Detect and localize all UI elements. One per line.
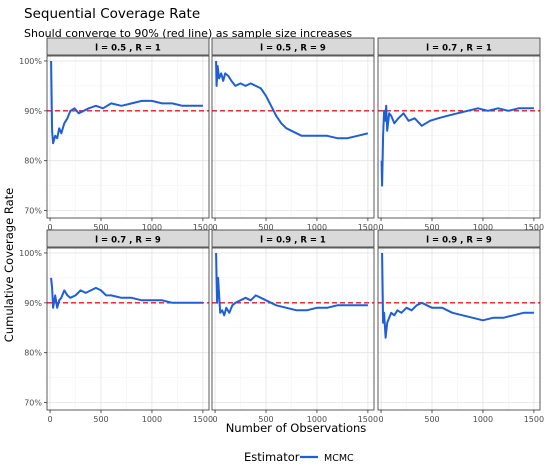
- panel-background: [212, 56, 374, 218]
- y-tick-label: 90%: [24, 107, 42, 116]
- facet-strip: [377, 229, 541, 248]
- facet-panel-3: l = 0.7 , R = 1 0 500 1000 1500: [377, 37, 544, 232]
- panel-background: [47, 56, 209, 218]
- x-tick-label: 0: [48, 223, 53, 232]
- legend-title: Estimator: [244, 450, 300, 464]
- y-tick-label: 90%: [24, 299, 42, 308]
- y-tick-label: 70%: [24, 399, 42, 408]
- x-tick-label: 0: [379, 415, 384, 424]
- legend: Estimator MCMC: [244, 450, 354, 464]
- facet-panel-2: l = 0.5 , R = 9 0 500 1000 1500: [211, 37, 378, 232]
- panel-border: [211, 247, 375, 411]
- facet-strip-label: l = 0.9 , R = 1: [260, 236, 326, 246]
- x-axis-label: Number of Observations: [226, 421, 367, 435]
- facet-panel-4: l = 0.7 , R = 9 0 500 1000 1500 70% 80% 90% 100%: [19, 229, 213, 424]
- x-tick-label: 500: [258, 223, 273, 232]
- series-line-mcmc: [380, 104, 534, 187]
- x-tick-label: 1000: [307, 415, 327, 424]
- x-tick-label: 1500: [358, 223, 378, 232]
- y-tick-label: 80%: [24, 157, 42, 166]
- facet-panel-5: l = 0.9 , R = 1 0 500 1000 1500: [211, 229, 378, 424]
- chart-title: Sequential Coverage Rate: [24, 6, 201, 22]
- x-tick-label: 500: [424, 415, 439, 424]
- x-tick-label: 0: [48, 415, 53, 424]
- x-tick-label: 0: [379, 223, 384, 232]
- panel-border: [377, 247, 541, 411]
- series-line-mcmc: [50, 60, 203, 145]
- x-tick-label: 1000: [473, 415, 493, 424]
- x-tick-label: 1000: [142, 415, 162, 424]
- y-tick-label: 80%: [24, 349, 42, 358]
- x-tick-label: 500: [424, 223, 439, 232]
- facet-strip: [377, 37, 541, 56]
- series-line-mcmc: [215, 252, 368, 317]
- y-tick-label: 100%: [19, 249, 42, 258]
- legend-label-mcmc: MCMC: [324, 453, 354, 464]
- panel-border: [211, 55, 375, 219]
- panel-border: [46, 247, 210, 411]
- x-tick-label: 1500: [524, 415, 544, 424]
- facet-strip-label: l = 0.7 , R = 9: [95, 236, 161, 246]
- facet-strip: [46, 37, 210, 56]
- facet-strip: [46, 229, 210, 248]
- x-tick-label: 1500: [524, 223, 544, 232]
- panel-border: [377, 55, 541, 219]
- panel-background: [47, 248, 209, 410]
- x-tick-label: 1000: [142, 223, 162, 232]
- y-tick-label: 100%: [19, 57, 42, 66]
- facet-panel-1: l = 0.5 , R = 1 0 500 1000 1500 70% 80% 90% 100%: [19, 37, 213, 232]
- x-tick-label: 1000: [473, 223, 493, 232]
- y-tick-label: 70%: [24, 207, 42, 216]
- panel-background: [378, 56, 540, 218]
- x-tick-label: 1500: [193, 415, 213, 424]
- x-tick-label: 1500: [358, 415, 378, 424]
- series-line-mcmc: [381, 252, 534, 339]
- facet-strip: [211, 229, 375, 248]
- x-tick-label: 0: [213, 415, 218, 424]
- panel-background: [212, 248, 374, 410]
- facet-panel-6: l = 0.9 , R = 9 0 500 1000 1500: [377, 229, 544, 424]
- facet-strip-label: l = 0.9 , R = 9: [426, 236, 492, 246]
- y-axis-label: Cumulative Coverage Rate: [2, 188, 16, 342]
- x-tick-label: 1000: [307, 223, 327, 232]
- series-line-mcmc: [50, 277, 203, 309]
- series-line-mcmc: [215, 60, 369, 140]
- facet-strip-label: l = 0.5 , R = 1: [95, 44, 161, 54]
- facet-strip-label: l = 0.5 , R = 9: [260, 44, 326, 54]
- x-tick-label: 500: [258, 415, 273, 424]
- panel-border: [46, 55, 210, 219]
- x-tick-label: 500: [93, 415, 108, 424]
- x-tick-label: 0: [213, 223, 218, 232]
- panel-background: [378, 248, 540, 410]
- chart-subtitle: Should converge to 90% (red line) as sam…: [24, 27, 353, 40]
- facet-strip-label: l = 0.7 , R = 1: [426, 44, 492, 54]
- x-tick-label: 500: [93, 223, 108, 232]
- facet-strip: [211, 37, 375, 56]
- x-tick-label: 1500: [193, 223, 213, 232]
